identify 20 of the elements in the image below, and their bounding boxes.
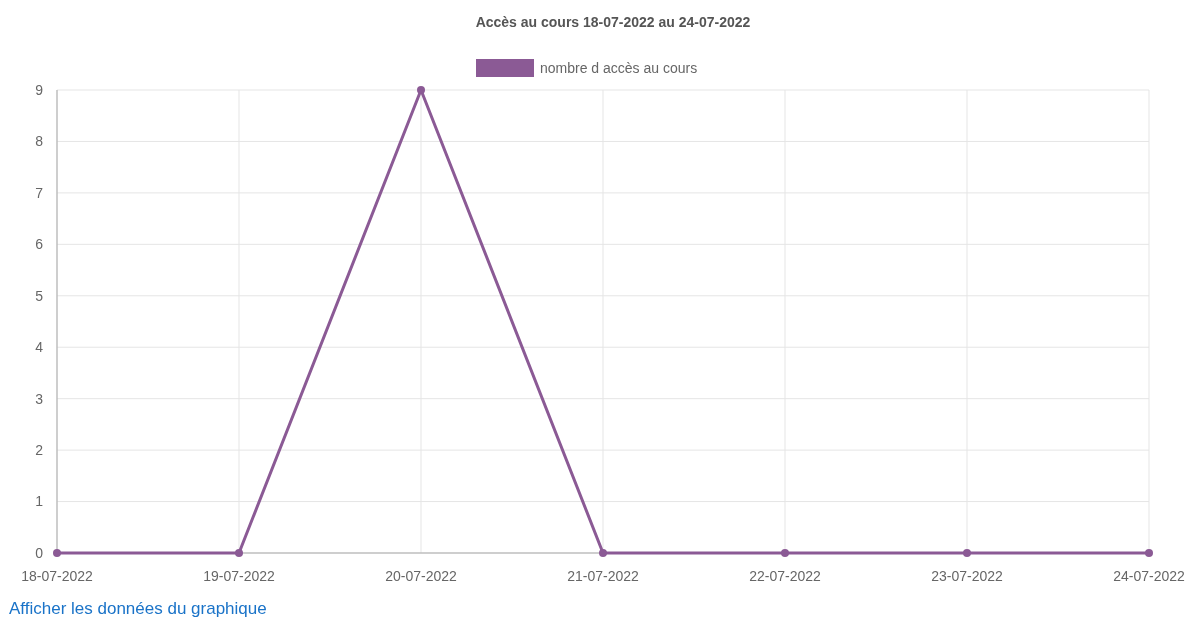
chart-title: Accès au cours 18-07-2022 au 24-07-2022 (475, 14, 751, 30)
x-tick-label: 19-07-2022 (203, 568, 276, 584)
y-tick-label: 2 (35, 442, 44, 459)
x-tick-label: 21-07-2022 (567, 568, 640, 584)
x-tick-label: 18-07-2022 (21, 568, 94, 584)
y-tick-label: 9 (35, 81, 44, 98)
x-tick-label: 20-07-2022 (385, 568, 458, 584)
y-tick-label: 7 (35, 184, 44, 201)
y-tick-label: 1 (35, 493, 44, 510)
y-tick-label: 0 (35, 544, 44, 561)
x-tick-label: 23-07-2022 (931, 568, 1004, 584)
y-tick-label: 5 (35, 287, 44, 304)
y-tick-label: 8 (35, 133, 44, 150)
y-tick-label: 4 (35, 339, 44, 356)
y-tick-label: 3 (35, 390, 44, 407)
y-tick-label: 6 (35, 236, 44, 253)
text: Afficher les données du graphique (9, 599, 267, 618)
x-tick-label: 24-07-2022 (1113, 568, 1186, 584)
x-tick-label: 22-07-2022 (749, 568, 822, 584)
legend-label: nombre d accès au cours (540, 59, 698, 76)
